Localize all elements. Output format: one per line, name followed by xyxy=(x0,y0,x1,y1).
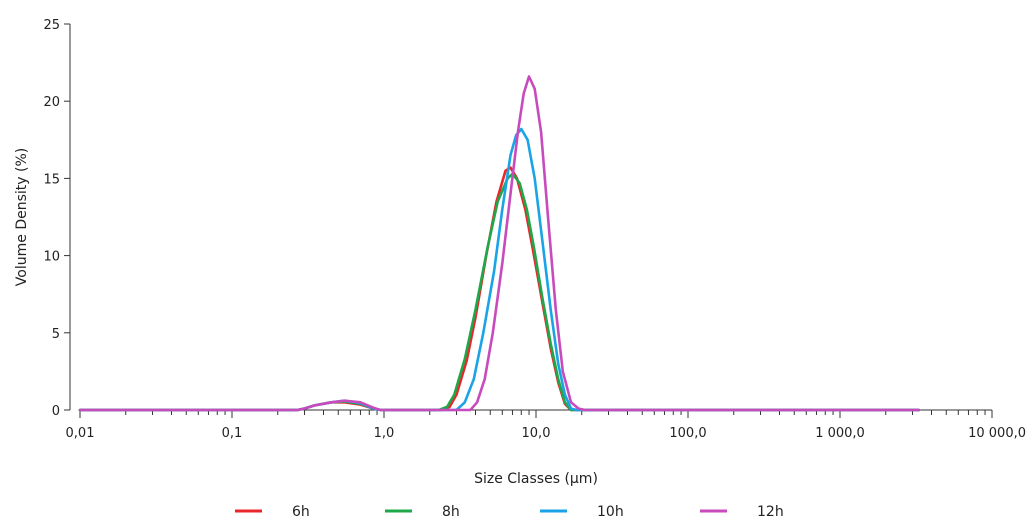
x-tick-label: 10,0 xyxy=(522,426,551,441)
legend-label: 10h xyxy=(597,504,624,520)
x-axis-label: Size Classes (µm) xyxy=(474,471,598,487)
legend-label: 6h xyxy=(292,504,310,520)
legend-label: 8h xyxy=(442,504,460,520)
x-tick-label: 10 000,0 xyxy=(968,426,1026,441)
y-axis-label: Volume Density (%) xyxy=(14,148,30,286)
x-tick-label: 1,0 xyxy=(374,426,395,441)
y-axis: 0 5 10 15 20 25 xyxy=(43,18,71,419)
y-tick-label: 15 xyxy=(43,172,60,187)
series-line-10h xyxy=(78,127,921,412)
x-axis: 0,01 0,1 1,0 10,0 100,0 1 000,0 10 000,0 xyxy=(66,409,1026,441)
x-tick-label: 0,01 xyxy=(66,426,95,441)
legend: 6h 8h 10h 12h xyxy=(235,504,784,520)
x-tick-label: 0,1 xyxy=(222,426,243,441)
x-tick-label: 100,0 xyxy=(669,426,706,441)
y-tick-label: 5 xyxy=(52,327,60,342)
series-line-12h xyxy=(78,75,921,412)
y-tick-label: 25 xyxy=(43,18,60,33)
y-tick-label: 20 xyxy=(43,95,60,110)
x-tick-label: 1 000,0 xyxy=(815,426,865,441)
series-layer xyxy=(78,75,921,412)
y-tick-label: 10 xyxy=(43,250,60,265)
y-tick-label: 0 xyxy=(52,404,60,419)
legend-label: 12h xyxy=(757,504,784,520)
